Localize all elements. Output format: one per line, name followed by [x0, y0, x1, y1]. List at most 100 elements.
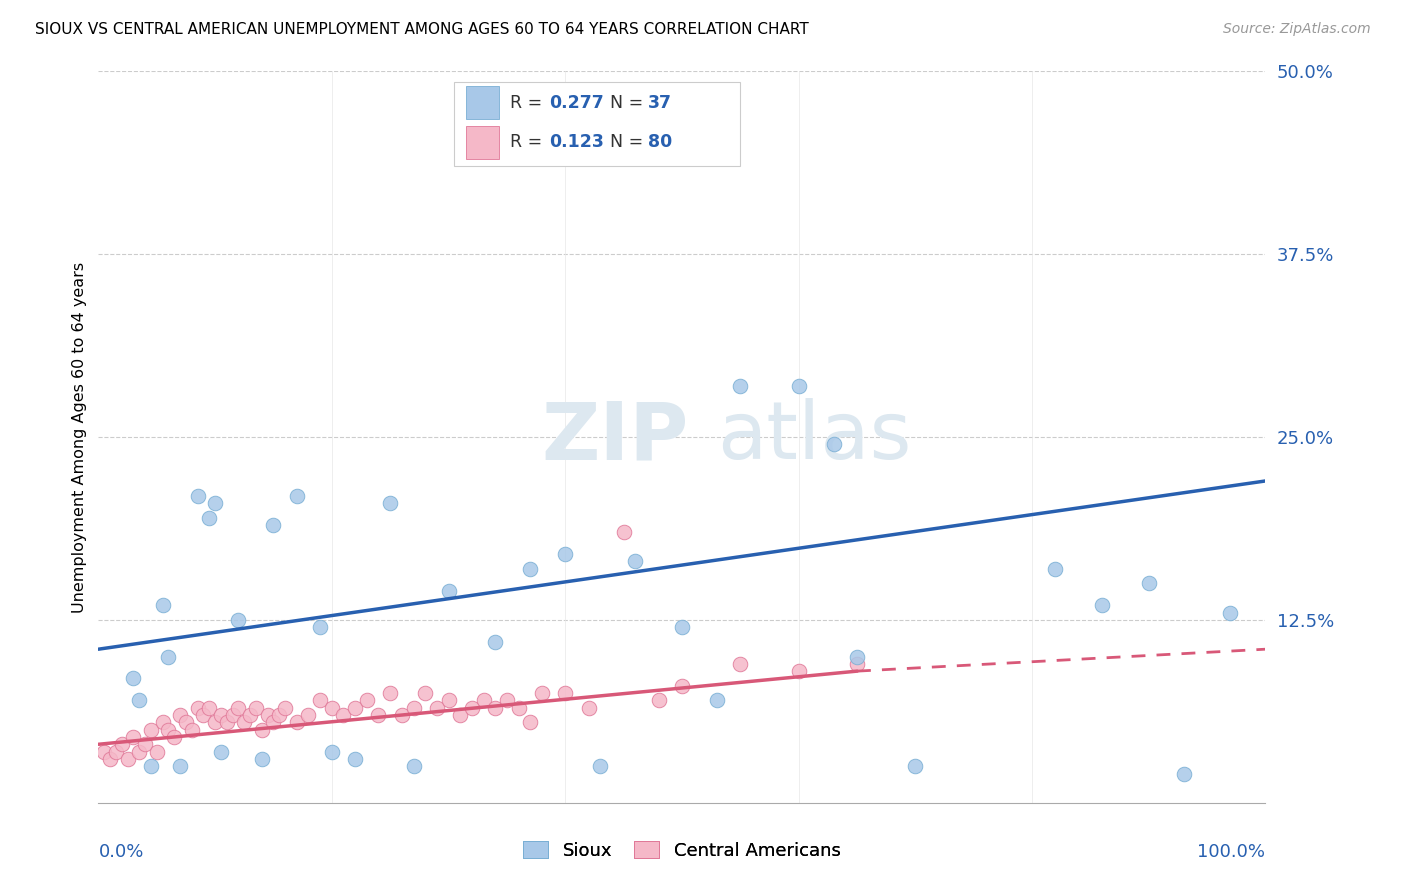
Point: [139, 759, 162, 773]
Point: [262, 517, 284, 532]
Point: [787, 379, 810, 393]
Point: [285, 715, 308, 730]
Point: [128, 745, 150, 759]
Point: [198, 700, 221, 714]
Text: R =: R =: [510, 94, 548, 112]
Point: [93, 745, 115, 759]
Point: [578, 700, 600, 714]
Point: [472, 693, 495, 707]
Point: [274, 700, 297, 714]
Point: [554, 686, 576, 700]
Point: [554, 547, 576, 561]
Point: [180, 723, 202, 737]
Point: [1219, 606, 1241, 620]
Point: [508, 700, 530, 714]
Point: [380, 496, 402, 510]
Point: [589, 759, 612, 773]
Point: [402, 759, 425, 773]
Point: [904, 759, 927, 773]
Point: [228, 613, 250, 627]
Y-axis label: Unemployment Among Ages 60 to 64 years: Unemployment Among Ages 60 to 64 years: [72, 261, 87, 613]
Point: [157, 649, 180, 664]
Text: 100.0%: 100.0%: [1198, 843, 1265, 861]
Point: [787, 664, 810, 678]
Point: [344, 700, 367, 714]
Point: [269, 708, 291, 723]
Bar: [465, 87, 499, 120]
Legend: Sioux, Central Americans: Sioux, Central Americans: [516, 834, 848, 867]
Point: [1137, 576, 1160, 591]
Point: [321, 700, 343, 714]
Text: 0.277: 0.277: [548, 94, 603, 112]
Point: [152, 715, 174, 730]
Point: [239, 708, 262, 723]
Point: [117, 752, 139, 766]
Point: [484, 700, 506, 714]
Point: [1045, 562, 1067, 576]
Point: [122, 730, 145, 744]
Point: [846, 649, 869, 664]
Point: [484, 635, 506, 649]
Point: [624, 554, 647, 568]
Point: [221, 708, 243, 723]
Point: [823, 437, 845, 451]
Point: [461, 700, 484, 714]
Point: [256, 708, 278, 723]
Point: [647, 693, 669, 707]
Point: [250, 752, 273, 766]
Point: [402, 700, 425, 714]
Point: [122, 672, 145, 686]
Point: [519, 562, 541, 576]
Point: [174, 715, 197, 730]
Point: [449, 708, 471, 723]
Point: [204, 496, 226, 510]
Point: [228, 700, 250, 714]
Point: [1173, 766, 1195, 780]
Text: 37: 37: [648, 94, 672, 112]
Point: [356, 693, 378, 707]
Point: [152, 599, 174, 613]
Point: [730, 379, 752, 393]
Point: [139, 723, 162, 737]
Point: [169, 759, 191, 773]
Bar: [454, 82, 741, 167]
Point: [671, 620, 693, 634]
Point: [163, 730, 186, 744]
Point: [187, 489, 209, 503]
Point: [111, 737, 134, 751]
Point: [496, 693, 519, 707]
Text: R =: R =: [510, 133, 548, 152]
Point: [380, 686, 402, 700]
Point: [413, 686, 436, 700]
Point: [437, 693, 460, 707]
Point: [730, 657, 752, 671]
Point: [671, 679, 693, 693]
Point: [204, 715, 226, 730]
Point: [519, 715, 541, 730]
Point: [198, 510, 221, 524]
Text: 80: 80: [648, 133, 672, 152]
Point: [309, 620, 332, 634]
Text: Source: ZipAtlas.com: Source: ZipAtlas.com: [1223, 22, 1371, 37]
Point: [391, 708, 413, 723]
Point: [530, 686, 553, 700]
Point: [250, 723, 273, 737]
Text: atlas: atlas: [717, 398, 911, 476]
Text: SIOUX VS CENTRAL AMERICAN UNEMPLOYMENT AMONG AGES 60 TO 64 YEARS CORRELATION CHA: SIOUX VS CENTRAL AMERICAN UNEMPLOYMENT A…: [35, 22, 808, 37]
Point: [134, 737, 156, 751]
Point: [104, 745, 127, 759]
Text: N =: N =: [610, 94, 648, 112]
Point: [209, 745, 232, 759]
Point: [437, 583, 460, 598]
Point: [612, 525, 634, 540]
Point: [321, 745, 343, 759]
Point: [169, 708, 191, 723]
Point: [128, 693, 150, 707]
Point: [209, 708, 232, 723]
Point: [98, 752, 121, 766]
Text: N =: N =: [610, 133, 648, 152]
Point: [846, 657, 869, 671]
Bar: [465, 126, 499, 159]
Point: [367, 708, 389, 723]
Point: [1091, 599, 1114, 613]
